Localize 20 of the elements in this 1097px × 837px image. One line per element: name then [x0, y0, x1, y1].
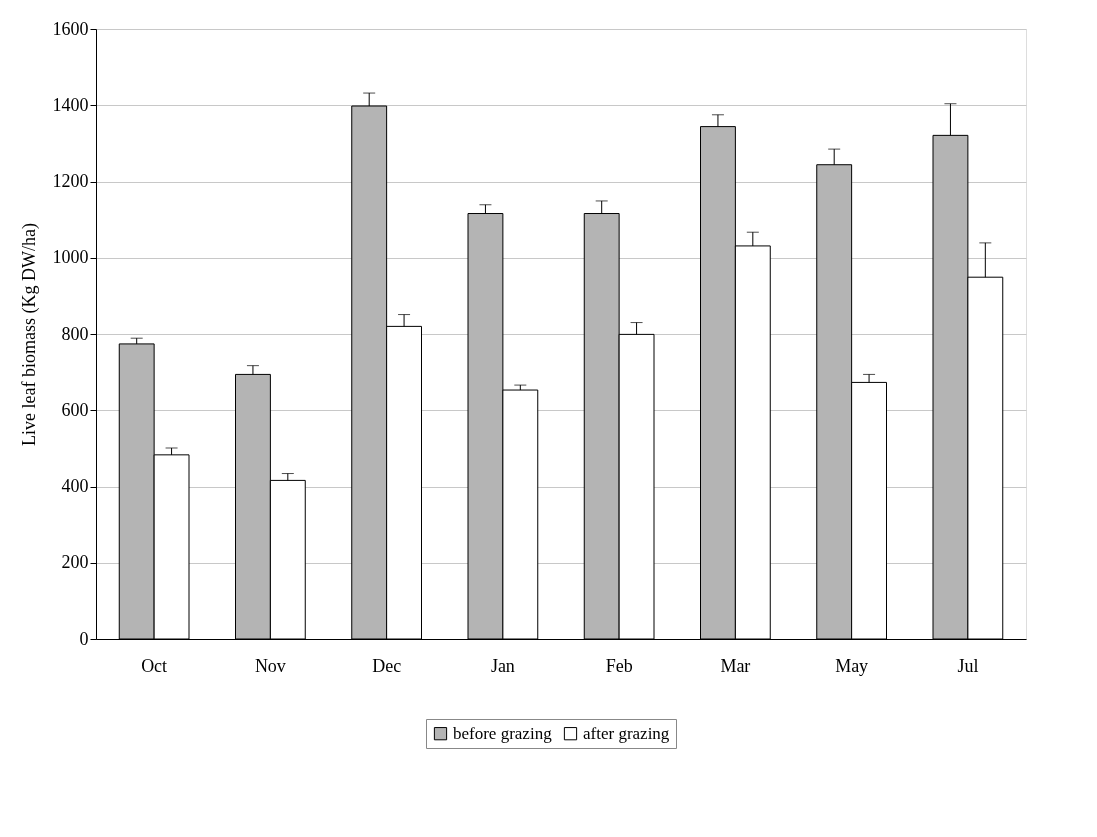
y-tick-label: 1400 — [52, 94, 89, 115]
y-tick-label: 200 — [61, 552, 89, 573]
x-tick-label: Jan — [490, 655, 515, 676]
legend-label: before grazing — [453, 723, 553, 743]
x-tick-label: Mar — [720, 655, 751, 676]
y-tick-label: 600 — [61, 399, 89, 420]
legend-label: after grazing — [583, 723, 670, 743]
x-tick-label: Oct — [141, 655, 168, 676]
x-tick-label: Dec — [372, 655, 402, 676]
y-tick-label: 1600 — [52, 18, 89, 39]
x-tick-label: Nov — [254, 655, 286, 676]
y-tick-label: 1000 — [52, 247, 89, 268]
y-tick-label: 0 — [79, 628, 89, 649]
y-axis-title: Live leaf biomass (Kg DW/ha) — [18, 223, 40, 446]
y-tick-label: 400 — [61, 476, 89, 496]
x-tick-label: May — [835, 655, 869, 676]
x-tick-label: Jul — [957, 655, 979, 676]
y-tick-label: 1200 — [52, 171, 89, 191]
y-tick-label: 800 — [61, 323, 89, 344]
x-tick-label: Feb — [605, 655, 633, 676]
